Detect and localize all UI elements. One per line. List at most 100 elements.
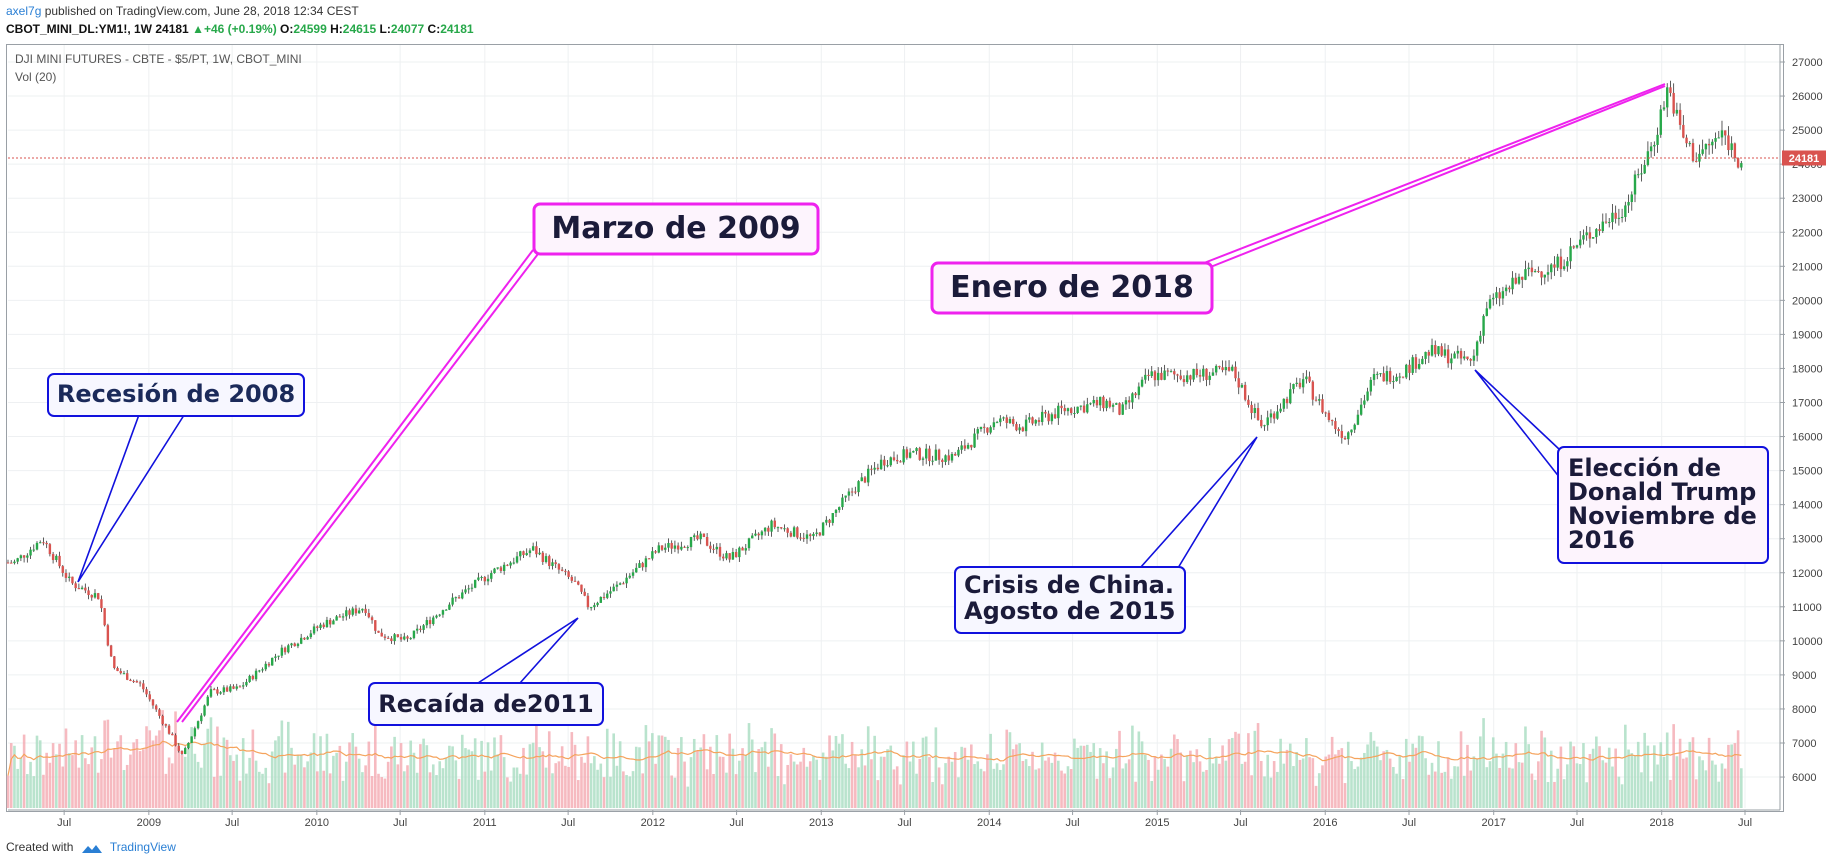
candle-body [39, 542, 42, 544]
volume-bar [357, 758, 361, 808]
volume-bar [270, 751, 274, 808]
chart-frame[interactable] [6, 44, 1784, 812]
volume-bar [696, 750, 699, 808]
candle-body [583, 591, 586, 596]
x-tick-label: 2011 [473, 817, 497, 829]
volume-bar [425, 745, 429, 808]
candle-body [731, 552, 735, 560]
volume-bar [1082, 745, 1086, 808]
x-tick-label: Jul [225, 817, 239, 829]
volume-bar [1669, 779, 1672, 808]
volume-bar [1508, 767, 1511, 808]
candle-body [618, 583, 622, 585]
candle-body [1495, 292, 1498, 298]
volume-bar [1714, 764, 1717, 808]
x-tick-label: 2018 [1649, 817, 1673, 829]
candle-body [1424, 351, 1427, 359]
candle-body [1002, 417, 1005, 419]
candle-body [383, 636, 387, 638]
x-tick-label: 2016 [1313, 817, 1337, 829]
volume-bar [531, 742, 535, 808]
tradingview-link[interactable]: TradingView [109, 840, 176, 854]
candle-body [1057, 405, 1060, 419]
volume-bar [212, 776, 216, 808]
candle-body [1340, 431, 1344, 438]
candle-body [132, 680, 135, 682]
candle-body [1134, 393, 1137, 396]
volume-bar [245, 773, 248, 808]
volume-bar [206, 728, 210, 808]
volume-bar [1337, 749, 1340, 808]
x-tick-label: 2009 [137, 817, 161, 829]
svg-text:24181: 24181 [1789, 153, 1820, 165]
volume-bar [116, 741, 119, 808]
candle-body [628, 575, 632, 578]
candle-body [364, 608, 367, 614]
candle-body [1208, 375, 1211, 380]
chart-header: axel7g published on TradingView.com, Jun… [0, 0, 1828, 42]
volume-bar [657, 735, 661, 808]
candle-body [570, 576, 574, 581]
volume-bar [1366, 744, 1369, 808]
volume-bar [950, 761, 954, 808]
candle-body [1611, 212, 1614, 223]
candle-body [606, 593, 609, 598]
volume-bar [609, 776, 612, 808]
candle-body [551, 562, 554, 567]
volume-bar [1340, 748, 1344, 808]
candle-body [1601, 221, 1604, 232]
candle-body [1363, 400, 1366, 405]
candle-body [61, 566, 64, 573]
volume-bar [1189, 750, 1192, 808]
volume-bar [1369, 732, 1373, 808]
volume-bar [1324, 756, 1328, 808]
candle-body [1572, 246, 1575, 248]
volume-bar [1653, 745, 1656, 808]
volume-bar [183, 756, 187, 808]
candle-body [1456, 350, 1460, 354]
volume-bar [1411, 743, 1414, 808]
candle-body [664, 547, 667, 550]
candle-body [912, 451, 915, 453]
volume-bar [915, 773, 918, 808]
volume-bar [605, 728, 609, 808]
candle-body [589, 607, 593, 609]
volume-bar [232, 760, 235, 808]
volume-bar [1321, 765, 1324, 808]
candle-body [644, 558, 648, 568]
volume-bar [522, 747, 525, 808]
candle-body [1279, 408, 1282, 412]
candle-body [509, 562, 512, 566]
volume-bar [570, 732, 574, 808]
y-tick-label: 10000 [1792, 636, 1823, 648]
candle-body [1337, 429, 1340, 432]
candle-body [799, 537, 802, 539]
volume-bar [1424, 758, 1427, 808]
candle-body [1118, 403, 1121, 415]
candle-body [1627, 201, 1630, 206]
volume-bar [1553, 781, 1556, 808]
volume-bar [1363, 752, 1366, 808]
volume-bar [1408, 761, 1411, 808]
high-value: 24615 [342, 22, 377, 36]
candle-body [322, 624, 325, 628]
candle-body [860, 477, 863, 482]
candle-body [1227, 367, 1231, 371]
candle-body [699, 533, 702, 540]
volume-bar [754, 772, 757, 808]
candle-body [770, 520, 773, 532]
candle-body [374, 620, 377, 631]
candle-body [1047, 413, 1050, 422]
china-pointer [1139, 436, 1258, 569]
candle-body [519, 551, 522, 557]
trump-pointer [1474, 369, 1561, 479]
author-link[interactable]: axel7g [6, 4, 42, 18]
candle-body [1037, 420, 1041, 422]
candle-body [1034, 420, 1037, 424]
candle-body [1714, 138, 1717, 142]
candle-body [805, 534, 809, 539]
candle-body [448, 604, 451, 610]
candle-body [1295, 382, 1298, 385]
candle-body [1649, 146, 1653, 152]
